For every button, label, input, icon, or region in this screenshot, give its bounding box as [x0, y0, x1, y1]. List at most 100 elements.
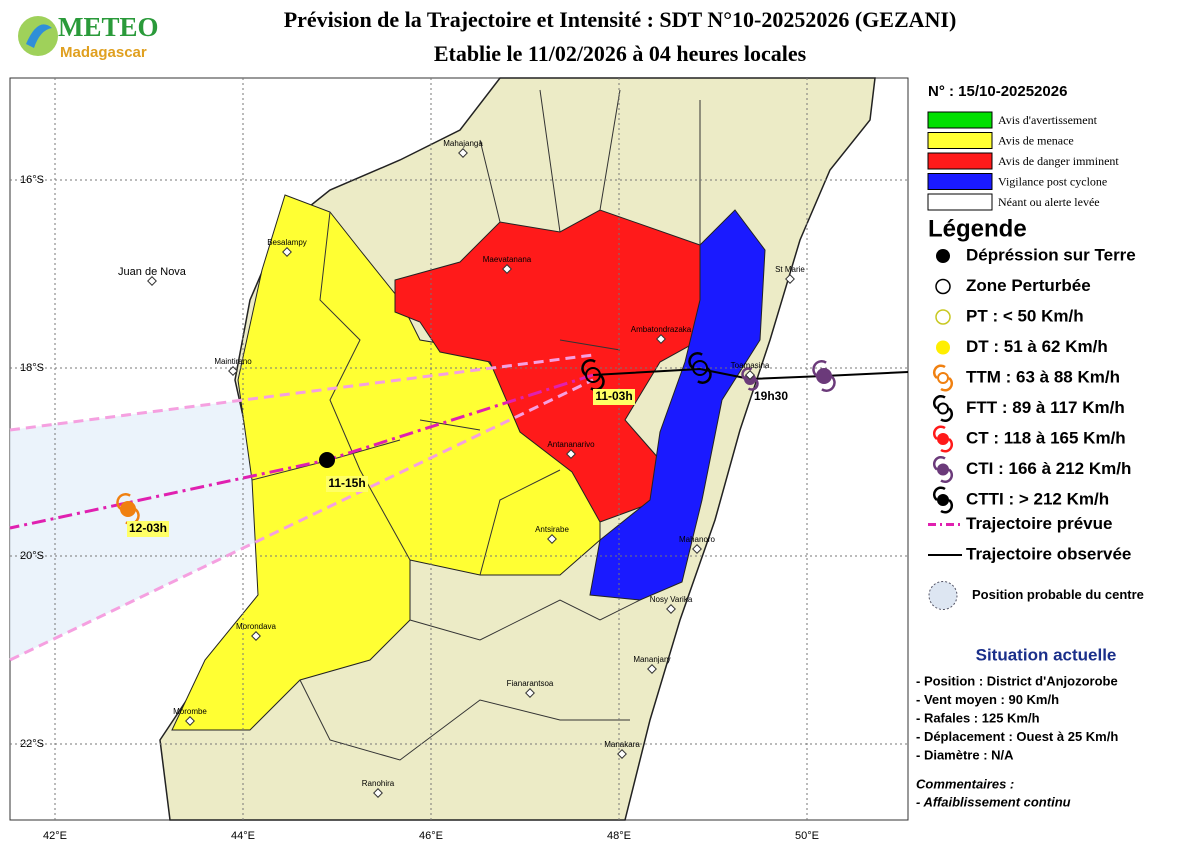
legend-label: PT : < 50 Km/h [966, 306, 1084, 325]
border [479, 89, 701, 245]
logo-text: Madagascar [60, 44, 147, 61]
border [299, 599, 641, 761]
situation-title: Situation actuelle [976, 645, 1117, 664]
alert-label: Avis de danger imminent [998, 154, 1119, 168]
legend-label: CT : 118 à 165 Km/h [966, 428, 1126, 447]
lat-label: 22°S [20, 738, 44, 750]
lon-label: 44°E [231, 830, 255, 842]
legend-symbol [937, 433, 949, 445]
situation-line: - Rafales : 125 Km/h [916, 710, 1040, 725]
legend-symbol [937, 494, 949, 506]
cyclone-symbol [688, 352, 712, 384]
track-label: 11-03h [595, 389, 632, 403]
legend-label: Dépréssion sur Terre [966, 245, 1136, 264]
lon-label: 46°E [419, 830, 443, 842]
legend-symbol [932, 394, 954, 423]
situation: - Position : District d'Anjozorobe - Vent… [916, 673, 1118, 762]
track-label-bg [127, 521, 169, 537]
track-label: 11-15h [328, 476, 365, 490]
place-marker [147, 276, 157, 286]
legend-label: Zone Perturbée [966, 276, 1091, 295]
situation-line: - Position : District d'Anjozorobe [916, 673, 1118, 688]
alert-swatch [927, 152, 993, 170]
alert-label: Avis de menace [998, 133, 1074, 147]
cyclone-core [816, 368, 832, 384]
place-label: Maintirano [214, 357, 252, 366]
place-marker [692, 544, 702, 554]
legend-symbol [935, 309, 951, 325]
place-marker [647, 664, 657, 674]
legend-symbol [937, 402, 949, 415]
legend-label: CTTI : > 212 Km/h [966, 489, 1109, 508]
place-label: Ranohira [362, 779, 395, 788]
lat-label: 16°S [20, 174, 44, 186]
lat-label: 20°S [20, 550, 44, 562]
place-label: Mananjary [633, 655, 670, 664]
lat-label: 18°S [20, 362, 44, 374]
place-label: Antsirabe [535, 525, 569, 534]
legend-symbol [936, 249, 950, 263]
legend-label: TTM : 63 à 88 Km/h [966, 367, 1120, 386]
legend-label: Trajectoire observée [966, 544, 1131, 563]
cyclone-core [585, 367, 601, 383]
cone-edge [9, 353, 594, 432]
alert-label: Vigilance post cyclone [998, 174, 1107, 188]
track-label: 12-03h [129, 521, 167, 535]
map: 42°E 44°E 46°E 48°E 50°E 16°S 18°S 20°S 22°S 11-… [9, 77, 909, 842]
alert-label: Néant ou alerte levée [998, 195, 1100, 209]
place-marker [458, 148, 468, 158]
place-marker [502, 264, 512, 274]
place-label: Toamasina [731, 361, 770, 370]
lon-label: 42°E [43, 830, 67, 842]
place-marker [666, 604, 676, 614]
alert-legend: Avis d'avertissement Avis de menace Avis d… [927, 111, 1119, 211]
alert-swatch [927, 111, 993, 129]
legend: Dépréssion sur Terre Zone Perturbée PT : <… [928, 245, 1144, 610]
legend-symbol [935, 278, 951, 295]
title: Prévision de la Trajectoire et Intensité… [284, 7, 957, 32]
place-label: Ambatondrazaka [631, 325, 692, 334]
place-marker [282, 247, 292, 257]
lon-label: 48°E [607, 830, 631, 842]
place-marker [228, 366, 238, 376]
legend-symbol [928, 581, 958, 610]
bulletin-number: N° : 15/10-20252026 [928, 83, 1067, 100]
cyclone-core [692, 360, 708, 376]
depression-marker [319, 452, 335, 468]
place-marker [185, 716, 195, 726]
place-marker [547, 534, 557, 544]
places: Mahajanga Maevatanana Besalampy Juan de Nov… [118, 139, 805, 798]
alert-swatch [927, 193, 993, 211]
logo-mark [26, 24, 52, 48]
legend-label: Trajectoire prévue [966, 514, 1112, 533]
panel: N° : 15/10-20252026 Avis d'avertissement… [916, 83, 1144, 809]
border [319, 211, 411, 561]
comments: - Affaiblissement continu [916, 794, 1071, 809]
legend-symbol [936, 340, 950, 355]
place-marker [566, 449, 576, 459]
place-marker [745, 370, 755, 380]
subtitle: Etablie le 11/02/2026 à 04 heures locale… [434, 41, 807, 66]
legend-label: Position probable du centre [972, 587, 1144, 602]
alert-label: Avis d'avertissement [998, 113, 1098, 127]
place-label: Fianarantsoa [507, 679, 554, 688]
legend-label: DT : 51 à 62 Km/h [966, 337, 1108, 356]
cyclone-symbol [741, 367, 759, 391]
graticule: 42°E 44°E 46°E 48°E 50°E 16°S 18°S 20°S 22°S [10, 78, 908, 842]
comments-title: Commentaires : [916, 776, 1014, 791]
place-label: Manakara [604, 740, 640, 749]
logo-text: METEO [58, 12, 159, 42]
place-marker [525, 688, 535, 698]
place-marker [656, 334, 666, 344]
track-markers: 11-03h 11-15h 12-03h 19h30 [116, 352, 836, 537]
track-label-bg [326, 476, 368, 492]
legend-label: CTI : 166 à 212 Km/h [966, 459, 1131, 478]
cyclone-core [120, 501, 136, 517]
place-label: Nosy Varika [650, 595, 693, 604]
legend-title: Légende [928, 215, 1027, 242]
legend-symbol [932, 486, 954, 514]
place-label: Maevatanana [483, 255, 532, 264]
alert-swatch [927, 173, 993, 190]
cone-edge [9, 378, 594, 662]
lon-label: 50°E [795, 830, 819, 842]
